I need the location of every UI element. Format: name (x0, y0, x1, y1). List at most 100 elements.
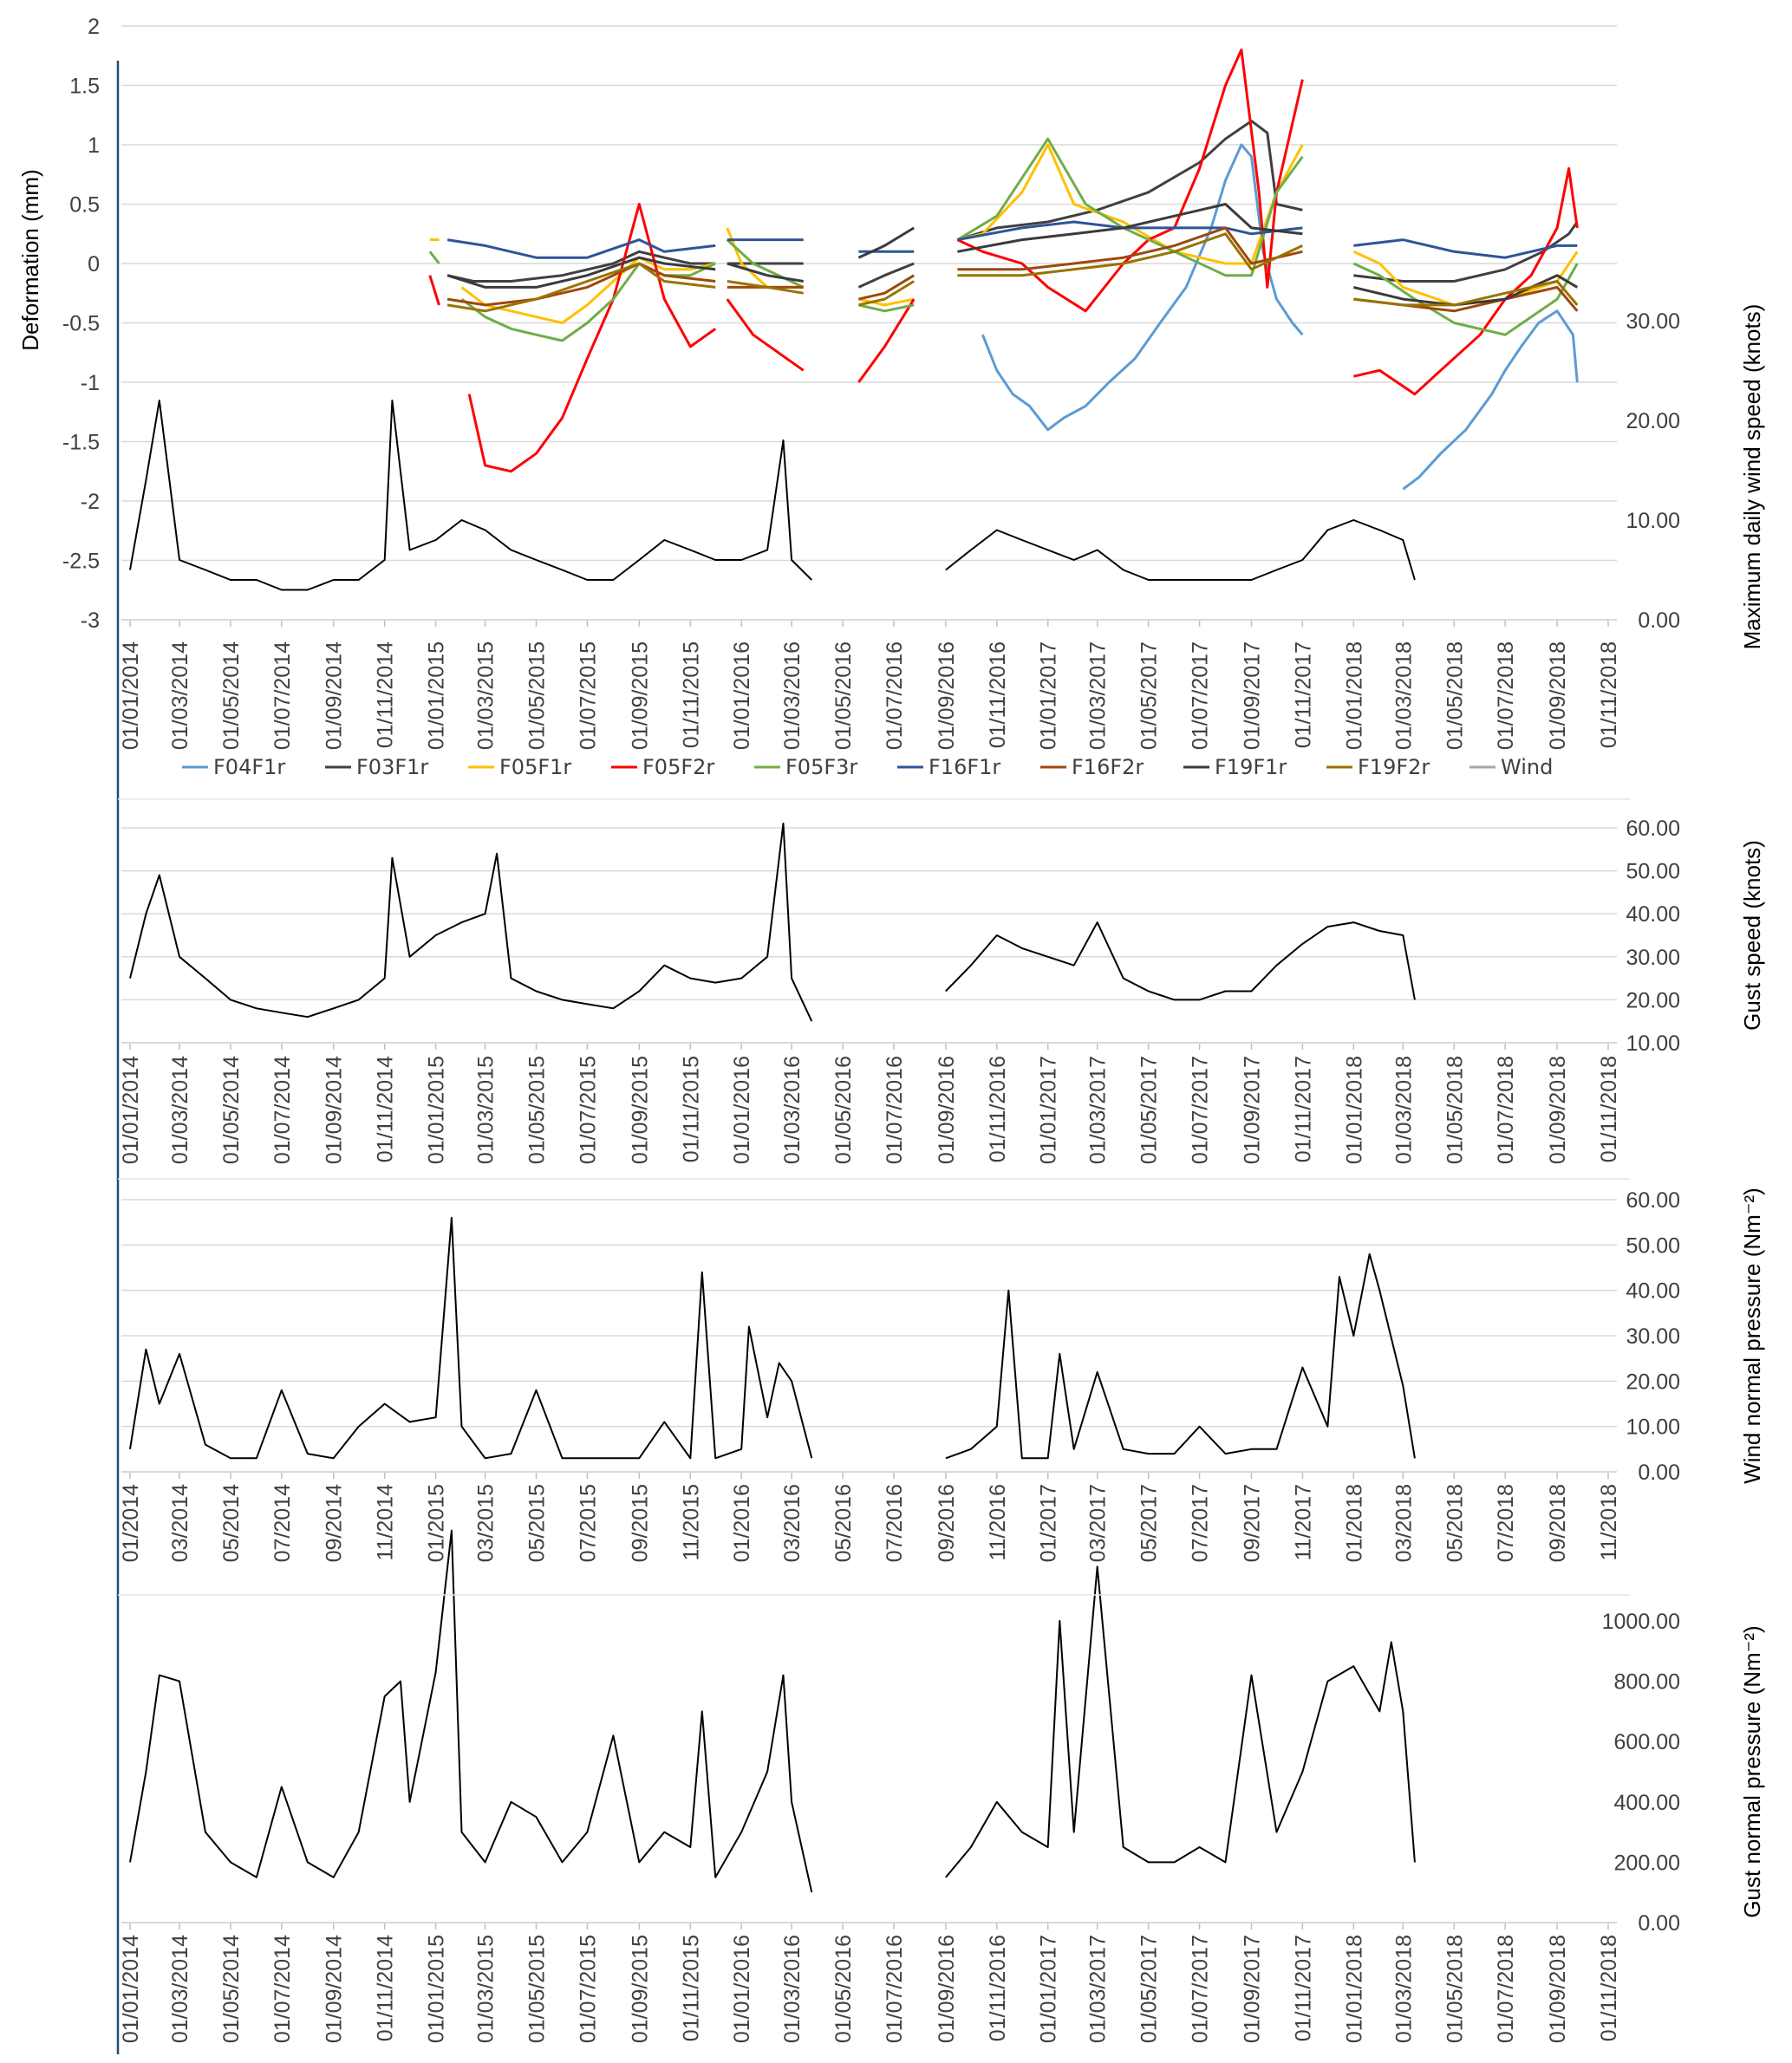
y-tick-label: 1000.00 (1602, 1610, 1680, 1634)
wind-normal-pressure-panel: 0.00 10.00 20.00 30.00 40.00 50.00 60.00 Wind n… (119, 1188, 1765, 1562)
y-tick-label: 0.00 (1638, 1461, 1680, 1485)
y-tick-label: 60.00 (1626, 1188, 1680, 1213)
x-tick-label: 09/2014 (323, 1484, 347, 1562)
y2-tick-label: 30.00 (1626, 309, 1680, 334)
series-line (129, 1529, 813, 1893)
x-tick-label: 01/03/2016 (780, 641, 805, 750)
x-tick-label: 01/07/2017 (1189, 1056, 1213, 1164)
x-tick-label: 01/03/2018 (1391, 641, 1416, 750)
deformation-wind-speed-panel: -3-2.5-2-1.5-1-0.500.511.520.0010.0020.0… (17, 15, 1765, 779)
series-line-F05F1r (858, 297, 915, 307)
series-line (129, 823, 813, 1022)
series-line-F03F1r (1353, 221, 1579, 283)
y-axis-label: Deformation (mm) (17, 169, 43, 350)
y2-tick-label: 0.00 (1638, 608, 1680, 633)
legend-label-F03F1r: F03F1r (356, 755, 428, 779)
x-tick-label: 01/01/2018 (1342, 1056, 1366, 1164)
gust-speed-panel: 10.00 20.00 30.00 40.00 50.00 60.00 Gust speed… (119, 817, 1765, 1164)
y-tick-label: 20.00 (1626, 1370, 1680, 1394)
x-tick-label: 01/11/2016 (986, 1935, 1010, 2041)
x-tick-label: 01/11/2015 (679, 1935, 703, 2041)
x-tick-label: 01/03/2014 (168, 1056, 192, 1164)
x-tick-label: 01/09/2018 (1546, 1056, 1570, 1164)
x-tick-label: 01/09/2016 (935, 641, 959, 750)
x-tick-label: 01/2016 (730, 1484, 754, 1562)
y-tick-label: 200.00 (1614, 1851, 1680, 1875)
x-tick-label: 01/11/2015 (679, 1056, 703, 1162)
x-tick-label: 05/2014 (219, 1484, 244, 1562)
series-line-F05F2r (857, 298, 916, 383)
x-tick-label: 11/2018 (1597, 1484, 1621, 1561)
x-tick-label: 03/2017 (1086, 1484, 1111, 1562)
x-tick-label: 01/01/2018 (1342, 1935, 1366, 2043)
x-tick-label: 01/01/2017 (1037, 1935, 1061, 2043)
x-tick-label: 01/11/2017 (1291, 1056, 1315, 1162)
legend-label-F05F2r: F05F2r (642, 755, 714, 779)
x-tick-label: 01/09/2015 (628, 1935, 652, 2043)
x-tick-label: 01/09/2018 (1546, 1935, 1570, 2043)
x-tick-label: 01/05/2016 (831, 1935, 856, 2043)
x-tick-label: 01/09/2015 (628, 1056, 652, 1164)
x-tick-label: 01/01/2018 (1342, 641, 1366, 750)
x-tick-label: 07/2014 (270, 1484, 295, 1562)
series-line (945, 1565, 1416, 1878)
y-tick-label: -1.5 (62, 431, 100, 455)
x-tick-label: 01/05/2017 (1137, 1056, 1162, 1164)
series-line-F19F2r (957, 232, 1304, 277)
gust-normal-pressure-panel: 0.00 200.00 400.00 600.00 800.00 1000.00 Gust … (119, 1529, 1765, 2043)
series-line-F05F3r (1352, 262, 1579, 336)
x-tick-label: 09/2017 (1240, 1484, 1264, 1562)
x-tick-label: 01/01/2017 (1037, 1056, 1061, 1164)
series-line-F05F2r (467, 203, 717, 473)
legend-label-F16F1r: F16F1r (929, 755, 1000, 779)
x-tick-label: 01/03/2016 (780, 1056, 805, 1164)
x-tick-label: 01/05/2018 (1443, 1056, 1467, 1164)
x-tick-label: 01/05/2018 (1443, 1935, 1467, 2043)
x-tick-label: 03/2014 (168, 1484, 192, 1562)
series-line-F05F3r (956, 137, 1304, 277)
x-tick-label: 01/11/2015 (679, 641, 703, 748)
legend-label-F19F1r: F19F1r (1215, 755, 1287, 779)
x-tick-label: 01/01/2015 (425, 1056, 449, 1164)
y-tick-label: 800.00 (1614, 1670, 1680, 1695)
x-tick-label: 01/09/2018 (1546, 641, 1570, 750)
x-tick-label: 01/03/2015 (474, 1056, 499, 1164)
x-tick-label: 03/2016 (780, 1484, 805, 1562)
x-tick-label: 07/2017 (1189, 1484, 1213, 1562)
x-tick-label: 01/03/2018 (1391, 1056, 1416, 1164)
x-tick-label: 01/01/2014 (119, 1056, 143, 1164)
x-tick-label: 01/01/2017 (1037, 641, 1061, 750)
x-tick-label: 01/01/2015 (425, 1935, 449, 2043)
series-line-F05F2r (726, 298, 805, 372)
x-tick-label: 01/03/2016 (780, 1935, 805, 2043)
x-tick-label: 01/01/2014 (119, 1935, 143, 2043)
y2-tick-label: 20.00 (1626, 409, 1680, 433)
series-line-F05F1r (460, 256, 716, 324)
y-tick-label: -1 (81, 371, 100, 395)
x-tick-label: 01/11/2018 (1597, 1056, 1621, 1162)
legend-label-F05F3r: F05F3r (785, 755, 857, 779)
x-tick-label: 01/01/2014 (119, 641, 143, 750)
series-line-F16F2r (957, 226, 1303, 271)
x-tick-label: 01/05/2015 (525, 1056, 550, 1164)
x-tick-label: 01/07/2017 (1189, 1935, 1213, 2043)
series-line-F16F1r (446, 238, 716, 259)
y-tick-label: 600.00 (1614, 1730, 1680, 1754)
x-tick-label: 01/07/2018 (1494, 1056, 1518, 1164)
legend-label-F16F2r: F16F2r (1072, 755, 1144, 779)
legend-label-F19F2r: F19F2r (1358, 755, 1430, 779)
series-line-F04F1r (1402, 309, 1579, 491)
x-tick-label: 01/05/2015 (525, 1935, 550, 2043)
x-tick-label: 01/11/2017 (1291, 1935, 1315, 2041)
y-tick-label: 50.00 (1626, 1233, 1680, 1258)
y2-tick-label: 10.00 (1626, 509, 1680, 533)
x-tick-label: 01/03/2017 (1086, 1056, 1111, 1164)
x-tick-label: 01/09/2016 (935, 1935, 959, 2043)
x-tick-label: 01/09/2014 (323, 1935, 347, 2043)
x-tick-label: 07/2018 (1494, 1484, 1518, 1562)
series-line-F19F1r (957, 203, 1303, 253)
x-tick-label: 01/07/2014 (270, 1935, 295, 2043)
x-tick-label: 01/01/2015 (425, 641, 449, 750)
x-tick-label: 05/2017 (1137, 1484, 1162, 1562)
